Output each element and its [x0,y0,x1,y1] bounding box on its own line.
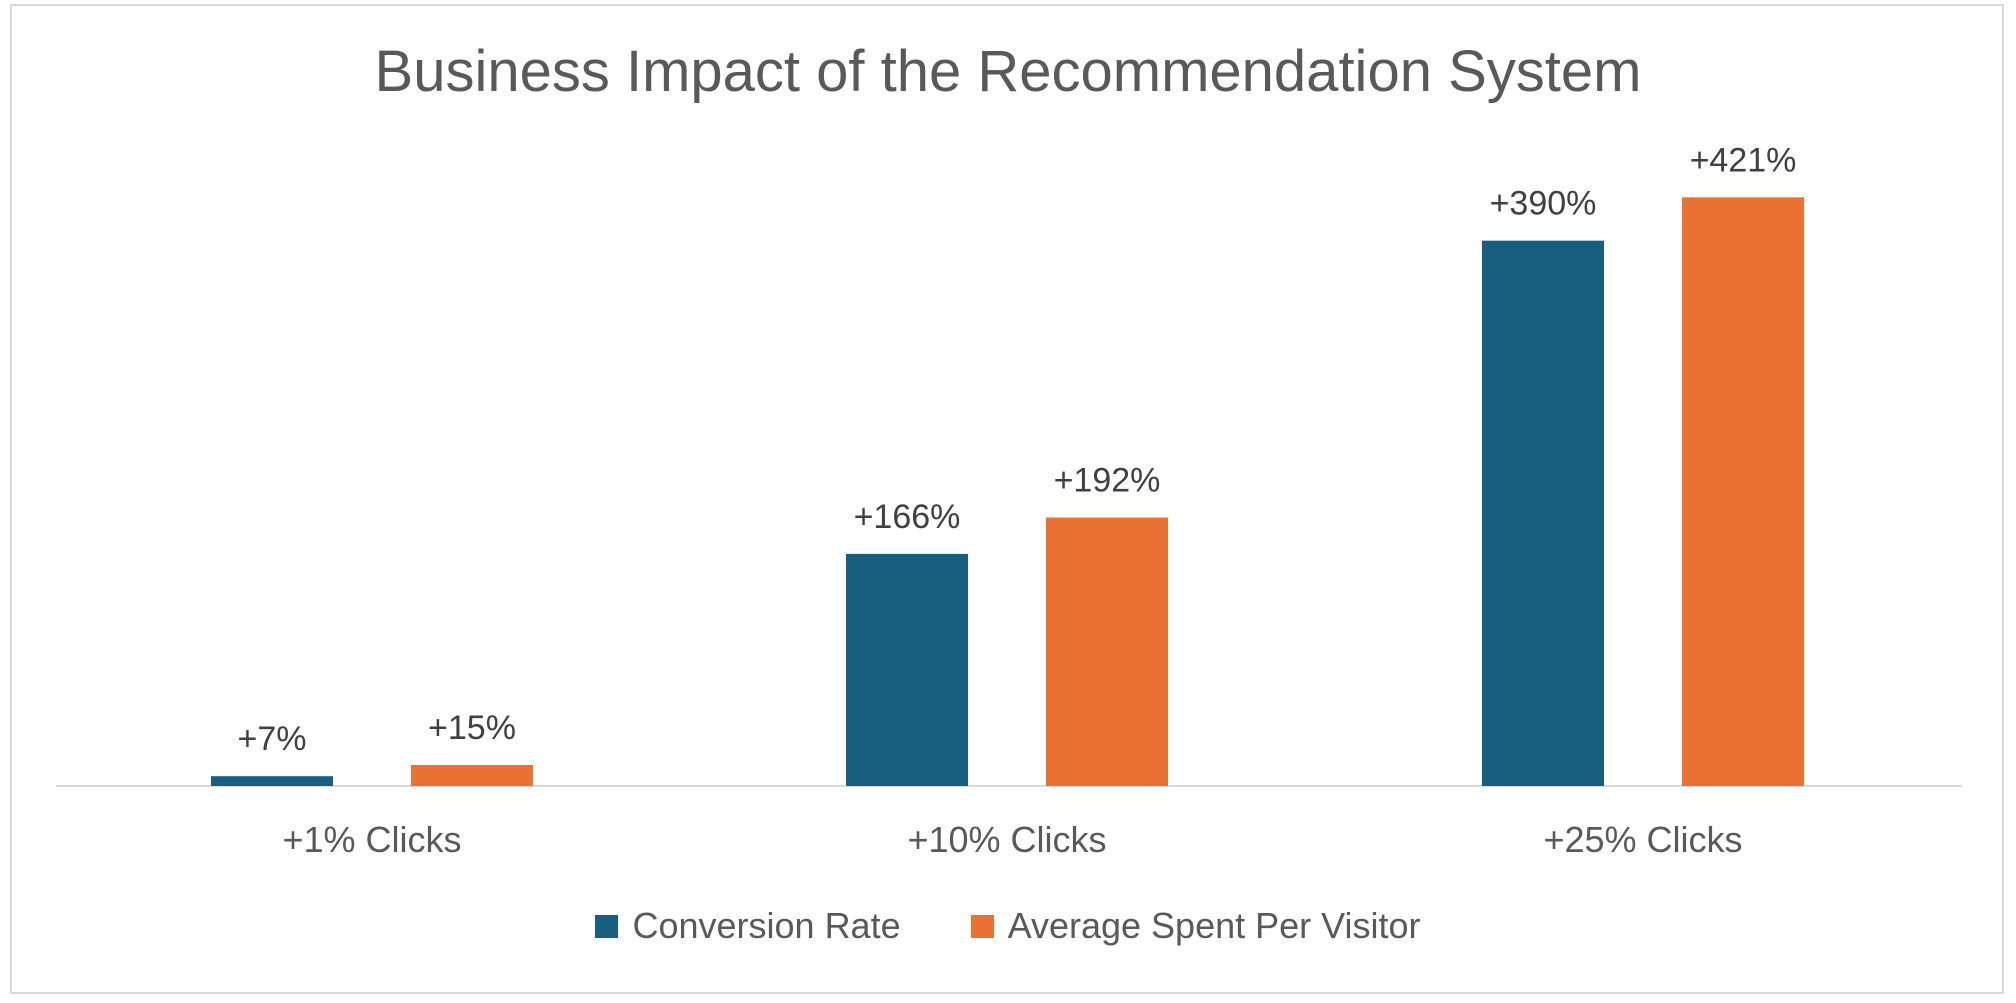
x-tick-label-1: +10% Clicks [907,819,1106,860]
chart-legend: Conversion Rate Average Spent Per Visito… [0,905,2016,947]
bar-average-spent-0 [411,765,533,786]
bar-average-spent-1 [1046,517,1168,786]
legend-item-average-spent: Average Spent Per Visitor [970,905,1421,947]
data-label-average-spent-2: +421% [1690,141,1797,179]
data-label-average-spent-0: +15% [428,709,516,747]
bar-conversion-rate-0 [211,776,333,786]
data-label-conversion-rate-0: +7% [238,720,307,758]
chart-frame [10,4,2004,994]
data-label-average-spent-1: +192% [1054,462,1161,500]
legend-item-conversion-rate: Conversion Rate [595,905,901,947]
bar-conversion-rate-1 [846,553,968,786]
chart-title: Business Impact of the Recommendation Sy… [374,39,1642,104]
x-tick-label-0: +1% Clicks [282,819,461,860]
data-label-conversion-rate-1: +166% [854,498,961,536]
data-label-conversion-rate-2: +390% [1490,185,1597,223]
legend-label-average-spent: Average Spent Per Visitor [1007,905,1421,946]
legend-label-conversion-rate: Conversion Rate [632,905,901,946]
bar-conversion-rate-2 [1482,240,1604,787]
x-tick-label-2: +25% Clicks [1543,819,1742,860]
legend-swatch-conversion-rate [595,914,619,938]
legend-swatch-average-spent [970,914,994,938]
bar-average-spent-2 [1682,197,1804,787]
